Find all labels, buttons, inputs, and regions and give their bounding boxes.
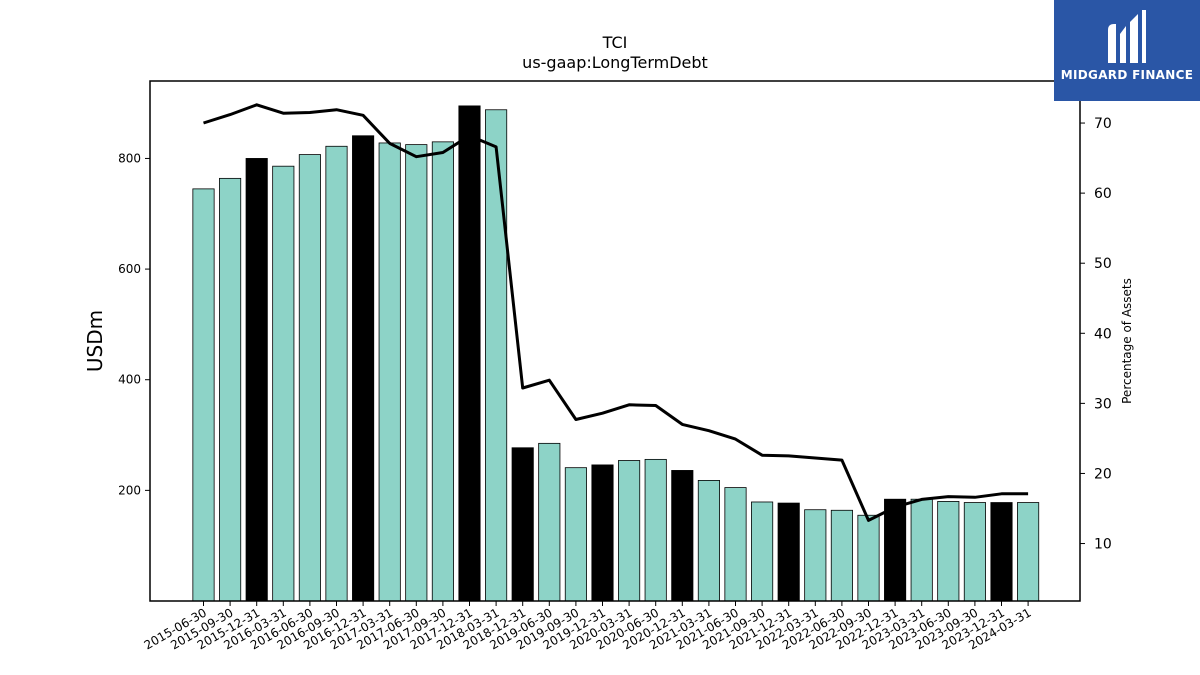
bar-2023-03-31: [910, 498, 933, 602]
bar-2022-06-30: [830, 509, 853, 602]
y2-tick-label: 60: [1094, 186, 1112, 202]
y-tick-label: 400: [118, 373, 141, 387]
bar-2024-03-31: [1017, 502, 1040, 602]
x-axis: 2015-06-302015-09-302015-12-312016-03-31…: [142, 601, 1034, 652]
bar-2017-06-30: [405, 144, 428, 602]
bar-2016-06-30: [298, 154, 321, 602]
plot-frame: [149, 80, 1081, 602]
bar-2015-12-31: [245, 158, 268, 602]
bar-2023-12-31: [990, 502, 1013, 602]
logo: MIDGARD FINANCE: [1054, 0, 1200, 101]
logo-text: MIDGARD FINANCE: [1060, 68, 1194, 82]
bar-2016-12-31: [352, 135, 375, 602]
bar-2021-12-31: [777, 502, 800, 602]
bar-2023-06-30: [937, 501, 960, 602]
bar-2020-06-30: [644, 458, 667, 602]
bar-2018-12-31: [511, 447, 534, 602]
percentage-line: [203, 103, 1029, 522]
bar-2017-09-30: [431, 141, 454, 602]
bar-2018-03-31: [485, 109, 508, 602]
bar-2021-09-30: [751, 501, 774, 602]
bar-2017-03-31: [378, 142, 401, 602]
bar-2016-03-31: [272, 165, 295, 602]
y2-axis-label: Percentage of Assets: [1120, 278, 1134, 404]
y2-tick-label: 40: [1094, 326, 1112, 342]
bar-2022-03-31: [804, 509, 827, 602]
y-axis: 200 400 600 800: [118, 151, 150, 497]
line-series: [203, 103, 1029, 522]
y-axis-label: USDm: [83, 310, 107, 372]
y2-tick-label: 70: [1094, 116, 1112, 132]
y2-axis: 10 20 30 40 50 60 70: [1080, 116, 1112, 553]
bar-2015-06-30: [192, 188, 215, 602]
bar-2015-09-30: [219, 177, 242, 602]
bar-2016-09-30: [325, 145, 348, 602]
bar-2022-09-30: [857, 514, 880, 602]
bar-2021-03-31: [697, 480, 720, 602]
bar-2019-12-31: [591, 464, 614, 602]
bar-2020-12-31: [671, 470, 694, 602]
bar-2019-09-30: [564, 467, 587, 602]
bar-series: [192, 105, 1040, 602]
y2-tick-label: 30: [1094, 396, 1112, 412]
bar-2019-06-30: [538, 442, 561, 602]
y-tick-label: 600: [118, 262, 141, 276]
bar-2021-06-30: [724, 487, 747, 602]
y2-tick-label: 10: [1094, 537, 1112, 553]
bar-2020-03-31: [618, 460, 641, 602]
y2-tick-label: 50: [1094, 256, 1112, 272]
y-tick-label: 800: [118, 151, 141, 165]
chart-subtitle: us-gaap:LongTermDebt: [522, 53, 708, 72]
y-tick-label: 200: [118, 483, 141, 497]
bar-2017-12-31: [458, 105, 481, 602]
bar-2023-09-30: [963, 502, 986, 602]
y2-tick-label: 20: [1094, 466, 1112, 482]
bar-2022-12-31: [884, 498, 907, 602]
chart-title: TCI: [602, 33, 628, 52]
logo-mark-icon: [1108, 10, 1146, 63]
